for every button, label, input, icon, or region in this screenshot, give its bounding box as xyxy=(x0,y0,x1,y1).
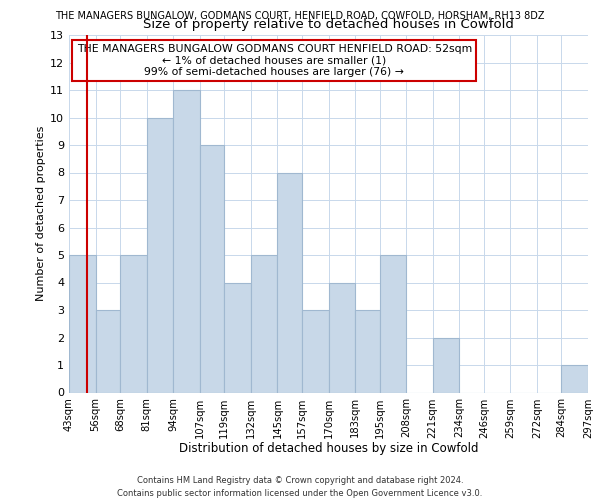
Bar xyxy=(380,255,406,392)
Title: Size of property relative to detached houses in Cowfold: Size of property relative to detached ho… xyxy=(143,18,514,31)
Bar xyxy=(251,255,277,392)
Text: THE MANAGERS BUNGALOW GODMANS COURT HENFIELD ROAD: 52sqm
← 1% of detached houses: THE MANAGERS BUNGALOW GODMANS COURT HENF… xyxy=(77,44,472,77)
Bar xyxy=(173,90,200,392)
Text: THE MANAGERS BUNGALOW, GODMANS COURT, HENFIELD ROAD, COWFOLD, HORSHAM, RH13 8DZ: THE MANAGERS BUNGALOW, GODMANS COURT, HE… xyxy=(55,11,545,21)
Bar xyxy=(277,172,302,392)
Bar xyxy=(146,118,173,392)
Y-axis label: Number of detached properties: Number of detached properties xyxy=(36,126,46,302)
Bar xyxy=(69,255,95,392)
Bar xyxy=(562,365,588,392)
X-axis label: Distribution of detached houses by size in Cowfold: Distribution of detached houses by size … xyxy=(179,442,478,455)
Bar xyxy=(95,310,120,392)
Bar xyxy=(200,145,224,392)
Bar xyxy=(355,310,380,392)
Bar xyxy=(120,255,146,392)
Bar xyxy=(433,338,459,392)
Bar xyxy=(329,282,355,393)
Bar xyxy=(224,282,251,393)
Text: Contains HM Land Registry data © Crown copyright and database right 2024.
Contai: Contains HM Land Registry data © Crown c… xyxy=(118,476,482,498)
Bar xyxy=(302,310,329,392)
